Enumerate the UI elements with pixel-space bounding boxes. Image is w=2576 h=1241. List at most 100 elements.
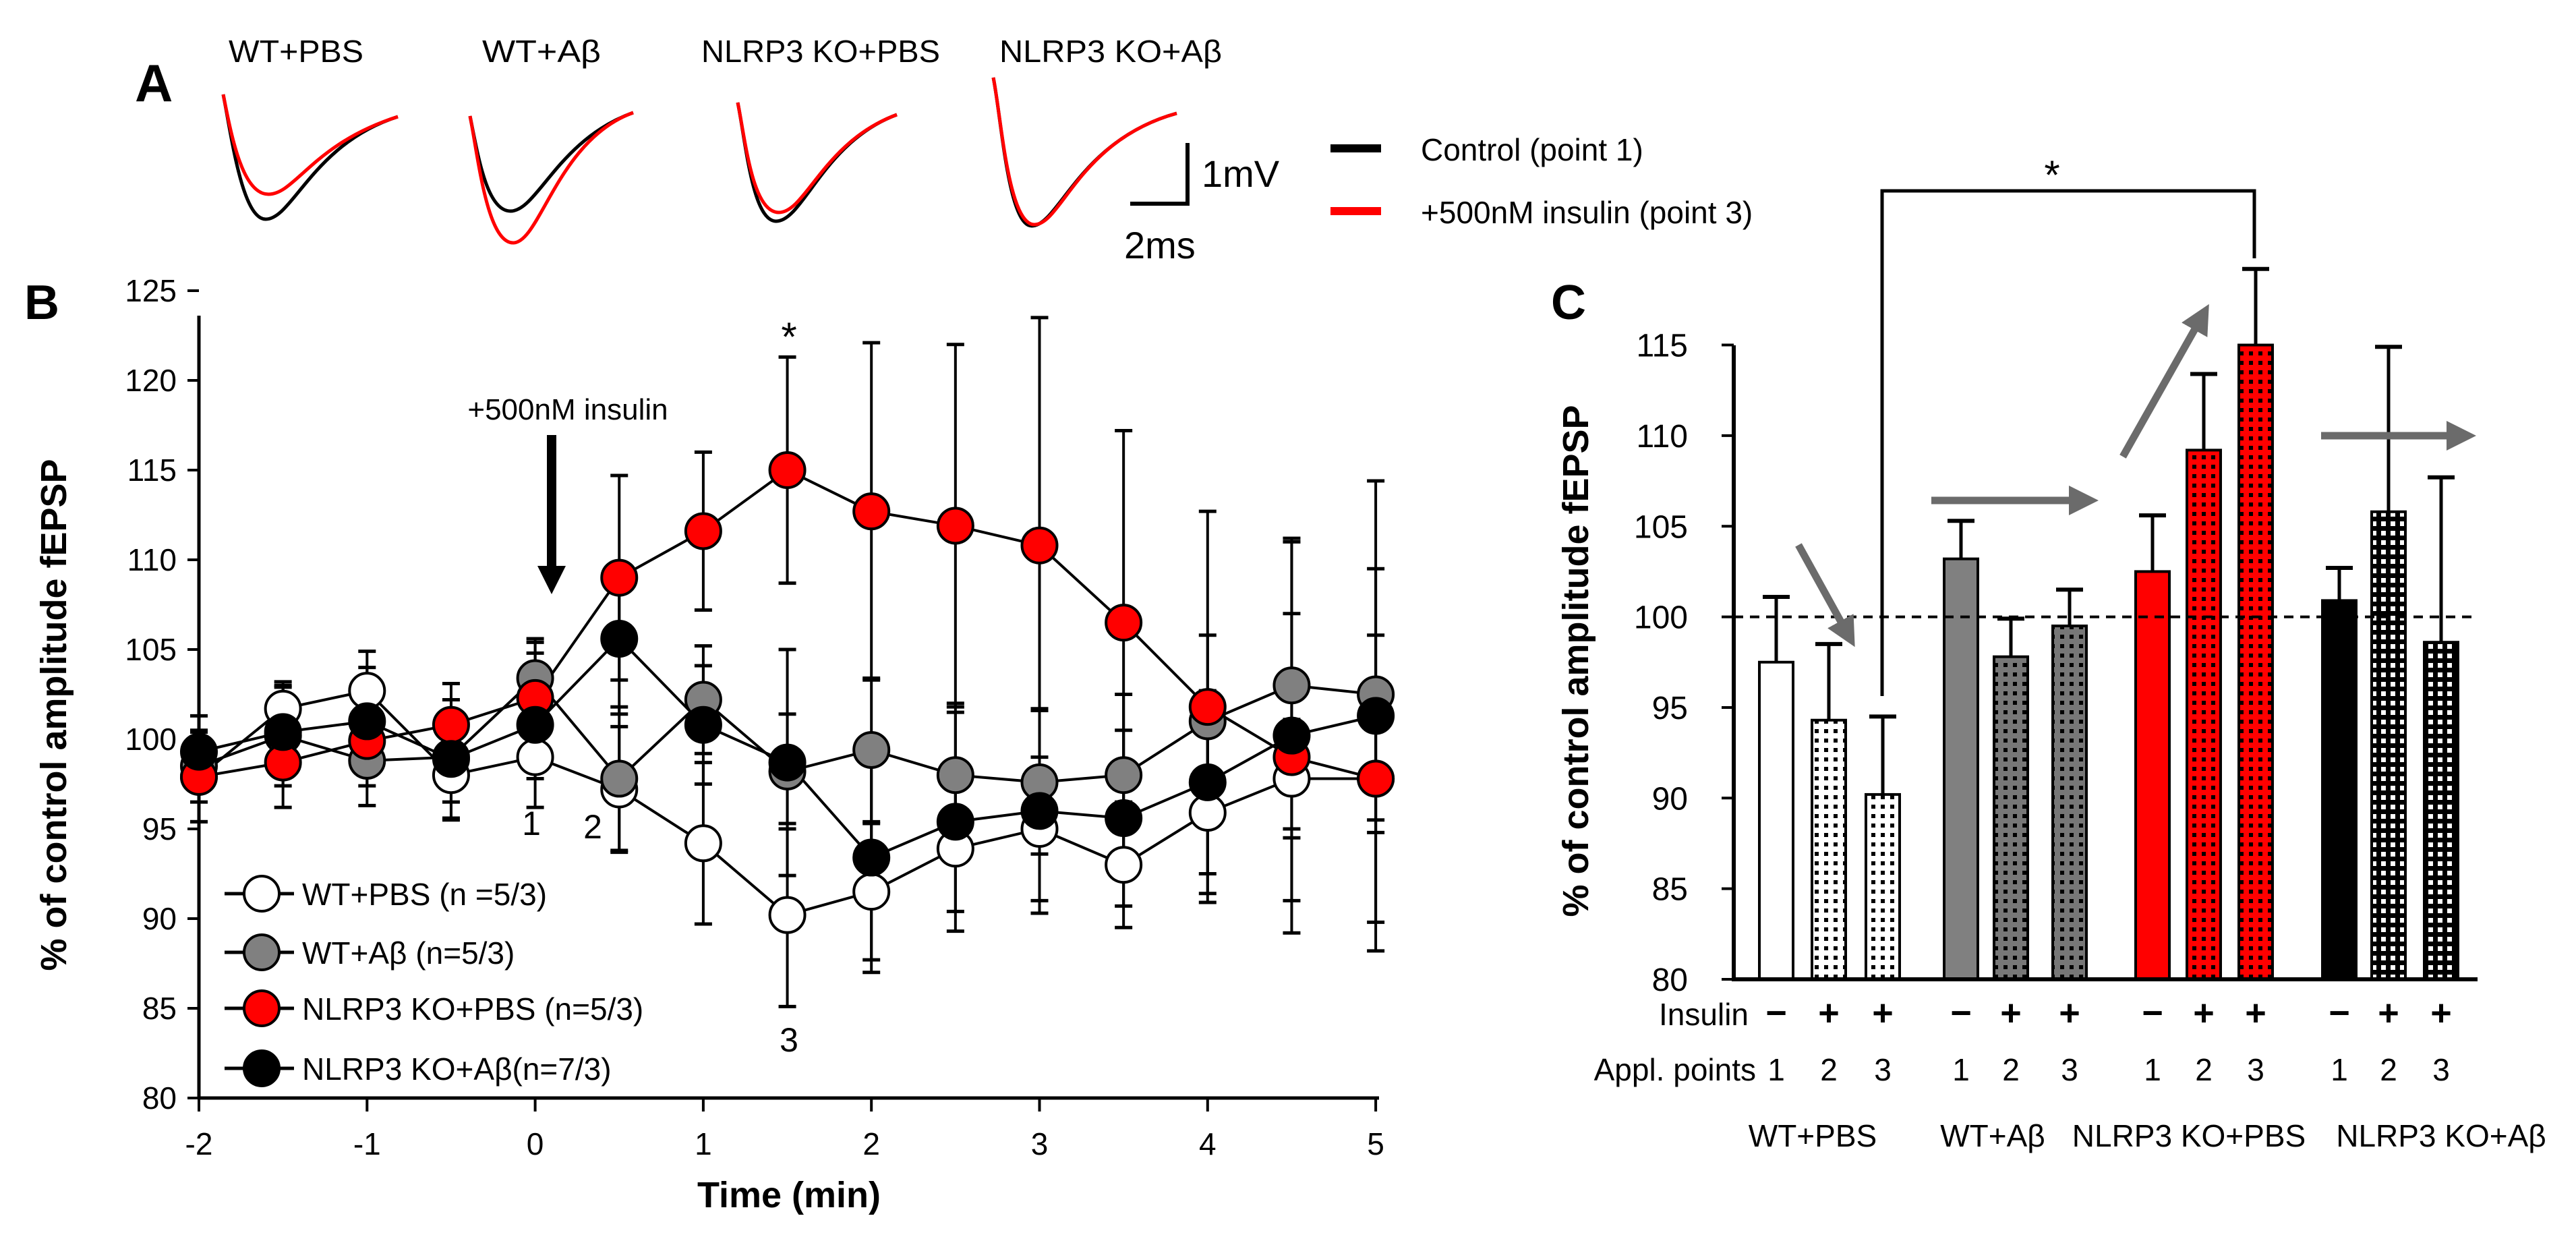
insulin-sign: + — [1818, 993, 1840, 1033]
data-point — [516, 738, 554, 776]
bar — [1758, 660, 1794, 981]
y-tick-label: 95 — [142, 811, 177, 846]
data-point — [1020, 526, 1059, 565]
x-tick-label: -2 — [185, 1126, 213, 1161]
series-markers-3 — [180, 620, 1395, 877]
data-point — [852, 873, 891, 911]
data-point — [768, 896, 807, 934]
insulin-sign: − — [2329, 993, 2350, 1033]
y-tick-label: 85 — [142, 991, 177, 1026]
data-point — [768, 743, 807, 782]
point-label-1: 1 — [522, 805, 541, 842]
y-tick-label: 105 — [125, 632, 177, 667]
insulin-sign: + — [2193, 993, 2215, 1033]
y-tick-label: 125 — [125, 273, 177, 308]
application-point: 3 — [2432, 1052, 2450, 1087]
trace-group-label: NLRP3 KO+Aβ — [999, 34, 1222, 69]
insulin-sign: + — [2059, 993, 2080, 1033]
x-tick-label: 1 — [695, 1126, 712, 1161]
x-tick-label: 5 — [1367, 1126, 1384, 1161]
bar — [2370, 510, 2407, 981]
scale-bar — [1130, 143, 1190, 206]
legend-label: +500nM insulin (point 3) — [1421, 195, 1753, 230]
bar — [1865, 792, 1901, 981]
data-point — [600, 759, 639, 798]
series-markers-2 — [180, 451, 1395, 798]
data-point — [432, 740, 470, 778]
y-tick-label: 105 — [1634, 509, 1688, 545]
legend-marker — [243, 1049, 281, 1087]
data-point — [348, 702, 386, 741]
insulin-sign: − — [1765, 993, 1787, 1033]
y-tick-label: 90 — [1652, 781, 1688, 817]
scale-bar-voltage: 1mV — [1202, 152, 1280, 195]
application-point: 3 — [2061, 1052, 2078, 1087]
data-point — [1272, 716, 1311, 755]
data-point — [852, 730, 891, 769]
bar — [2237, 343, 2274, 981]
point-label-2: 2 — [583, 808, 602, 846]
data-point — [936, 756, 974, 795]
y-tick-label: 115 — [1636, 328, 1688, 364]
insulin-sign: + — [2000, 993, 2022, 1033]
legend-label: NLRP3 KO+Aβ(n=7/3) — [302, 1051, 612, 1087]
data-point — [936, 803, 974, 841]
panel-label-b: B — [24, 276, 59, 330]
legend-label: WT+Aβ (n=5/3) — [302, 935, 515, 971]
significance-star: * — [2044, 152, 2059, 198]
insulin-sign: + — [2430, 993, 2452, 1033]
panel-label-c: C — [1551, 276, 1586, 330]
trend-arrow — [1795, 543, 1855, 647]
data-point — [768, 451, 807, 489]
data-point — [852, 838, 891, 877]
data-point — [600, 620, 639, 658]
application-point: 3 — [1874, 1052, 1892, 1087]
application-point: 2 — [2002, 1052, 2020, 1087]
group-label: WT+Aβ — [1940, 1118, 2045, 1153]
data-point — [600, 558, 639, 597]
trace-group-label: WT+Aβ — [482, 34, 601, 69]
data-point — [684, 705, 722, 744]
points-row-label: Appl. points — [1594, 1052, 1756, 1087]
x-tick-label: 4 — [1199, 1126, 1217, 1161]
trace-group-label: NLRP3 KO+PBS — [701, 34, 940, 69]
data-point — [1188, 688, 1227, 726]
y-tick-label: 85 — [1652, 872, 1688, 908]
legend-label: NLRP3 KO+PBS (n=5/3) — [302, 991, 643, 1027]
bar — [1811, 718, 1847, 981]
legend-label: WT+PBS (n =5/3) — [302, 877, 547, 912]
group-label: WT+PBS — [1749, 1118, 1877, 1153]
data-point — [936, 507, 974, 545]
bar — [2134, 570, 2171, 981]
group-label: NLRP3 KO+Aβ — [2336, 1118, 2546, 1153]
application-point: 2 — [2380, 1052, 2397, 1087]
panel-b-time-course: B 80 85 90 95 100 105 110 115 120 125 -2 -1 0 1 2 3 4 5 Tim… — [24, 273, 1395, 1215]
data-point — [1272, 666, 1311, 705]
insulin-annotation: +500nM insulin — [467, 393, 668, 426]
y-tick-label: 120 — [125, 363, 177, 398]
y-tick-label: 100 — [1634, 600, 1688, 636]
legend-marker — [243, 933, 281, 971]
bar — [2423, 641, 2459, 981]
x-tick-label: 0 — [527, 1126, 544, 1161]
insulin-sign: + — [1872, 993, 1894, 1033]
application-point: 2 — [1820, 1052, 1838, 1087]
application-point: 1 — [2144, 1052, 2161, 1087]
trace-control — [221, 94, 399, 221]
trace-control — [736, 102, 898, 223]
trend-arrow — [2119, 304, 2209, 459]
insulin-row-label: Insulin — [1659, 997, 1749, 1032]
legend-marker — [243, 875, 281, 913]
data-point — [1105, 604, 1143, 642]
trace-insulin — [221, 94, 399, 196]
x-axis-title: Time (min) — [697, 1175, 881, 1215]
y-axis-title: % of control amplitude fEPSP — [34, 459, 74, 971]
data-point — [1357, 759, 1395, 798]
x-tick-label: -1 — [353, 1126, 381, 1161]
insulin-sign: + — [2378, 993, 2399, 1033]
scale-bar-time: 2ms — [1124, 224, 1196, 266]
significance-star: * — [781, 314, 796, 359]
trace-group-label: WT+PBS — [229, 34, 363, 69]
y-axis-title: % of control amplitude fEPSP — [1556, 405, 1596, 917]
